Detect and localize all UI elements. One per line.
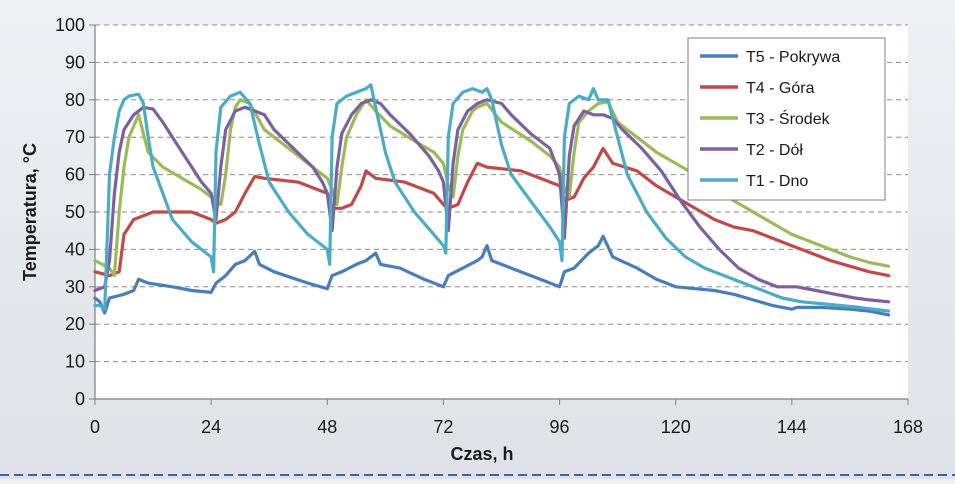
series-line-4	[93, 98, 891, 304]
x-tick-label: 24	[201, 417, 221, 437]
y-tick-label: 0	[75, 389, 85, 409]
x-axis-title: Czas, h	[450, 444, 513, 464]
y-tick-label: 20	[65, 314, 85, 334]
y-tick-label: 40	[65, 239, 85, 259]
y-tick-label: 50	[65, 202, 85, 222]
y-tick-label: 60	[65, 165, 85, 185]
legend-label: T2 - Dół	[746, 142, 803, 159]
legend: T5 - Pokrywa T4 - Góra T3 - Środek T2 - Dół…	[687, 37, 886, 201]
y-tick-label: 80	[65, 90, 85, 110]
legend-label: T1 - Dno	[746, 173, 808, 190]
x-tick-label: 0	[90, 417, 100, 437]
y-tick-label: 30	[65, 277, 85, 297]
y-tick-label: 70	[65, 127, 85, 147]
y-tick-label: 10	[65, 352, 85, 372]
series-line-1	[93, 234, 891, 317]
y-tick-label: 90	[65, 52, 85, 72]
x-tick-label: 96	[550, 417, 570, 437]
x-tick-label: 144	[777, 417, 807, 437]
x-tick-label: 72	[433, 417, 453, 437]
y-axis-title: Temperatura, °C	[20, 143, 40, 281]
series-line-5	[93, 83, 891, 313]
x-tick-label: 120	[661, 417, 691, 437]
legend-label: T3 - Środek	[746, 109, 831, 128]
x-tick-label: 168	[893, 417, 923, 437]
legend-label: T4 - Góra	[746, 80, 815, 97]
y-tick-label: 100	[55, 15, 85, 35]
legend-label: T5 - Pokrywa	[746, 49, 840, 66]
x-tick-label: 48	[317, 417, 337, 437]
